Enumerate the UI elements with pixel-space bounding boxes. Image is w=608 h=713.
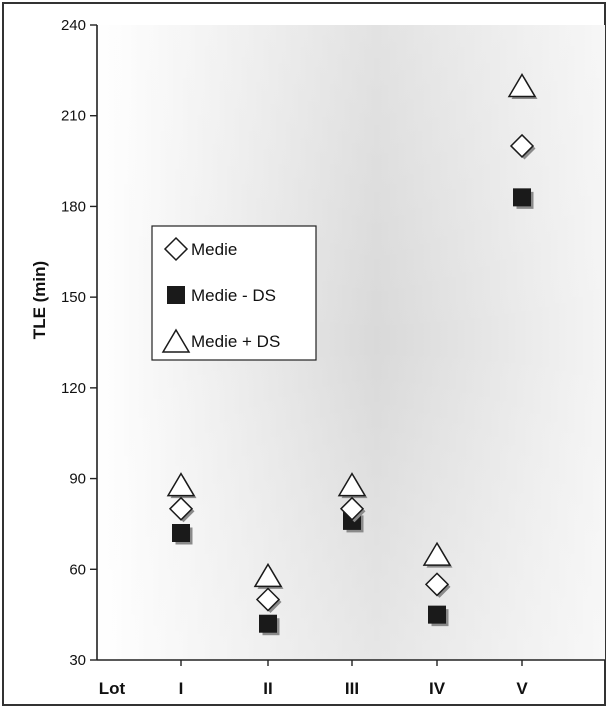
y-tick-label: 30 (69, 652, 86, 669)
marker-square (172, 524, 190, 542)
data-point (172, 524, 193, 545)
marker-diamond (163, 236, 189, 262)
data-point (513, 188, 534, 209)
marker-diamond (509, 133, 535, 159)
legend-label: Medie - DS (191, 286, 276, 305)
x-axis-label: Lot (99, 679, 126, 698)
plot-area (97, 25, 605, 660)
data-point (428, 605, 449, 627)
x-tick-label: IV (429, 679, 446, 698)
marker-square (259, 614, 277, 633)
marker-triangle (507, 73, 537, 98)
data-point (507, 73, 538, 99)
x-tick-label: I (179, 679, 184, 698)
legend-item: Medie + DS (161, 328, 280, 353)
data-point (422, 541, 453, 568)
marker-diamond (424, 572, 450, 597)
marker-diamond (255, 587, 281, 612)
marker-diamond (168, 496, 194, 521)
data-point (337, 472, 368, 499)
marker-diamond (339, 496, 365, 521)
data-point (166, 472, 197, 499)
marker-square (513, 188, 531, 207)
legend-label: Medie + DS (191, 332, 280, 351)
x-tick-label: II (263, 679, 272, 698)
y-axis: 30 60 90 120 150 180 210 240 (61, 17, 98, 669)
y-tick-label: 60 (69, 561, 86, 578)
data-point (255, 587, 282, 614)
data-point (168, 496, 195, 523)
data-marks (166, 73, 538, 636)
legend: Medie Medie - DS Medie + DS (151, 225, 317, 361)
y-tick-label: 240 (61, 17, 86, 34)
x-tick-label: V (516, 679, 528, 698)
marker-triangle (161, 328, 191, 353)
legend-item: Medie (163, 236, 237, 262)
data-point (509, 133, 536, 160)
legend-marker (163, 236, 189, 262)
series-medie-ds (166, 73, 538, 589)
data-point (424, 572, 451, 598)
marker-triangle (166, 472, 196, 497)
legend-marker (161, 328, 191, 353)
marker-square (428, 605, 446, 624)
data-point (339, 496, 366, 523)
y-tick-label: 180 (61, 198, 86, 215)
y-axis-label: TLE (min) (30, 261, 49, 339)
marker-triangle (337, 472, 367, 497)
marker-triangle (253, 562, 283, 588)
legend-label: Medie (191, 240, 237, 259)
legend-marker (167, 286, 185, 304)
y-tick-label: 90 (69, 471, 86, 488)
y-tick-label: 150 (61, 289, 86, 306)
marker-triangle (422, 541, 452, 566)
data-point (259, 614, 280, 636)
x-tick-label: III (345, 679, 359, 698)
data-point (253, 562, 284, 589)
y-tick-label: 210 (61, 108, 86, 125)
x-axis: I II III IV V (97, 659, 605, 698)
marker-square (167, 286, 185, 304)
series-medie (168, 133, 536, 614)
y-tick-label: 120 (61, 380, 86, 397)
legend-item: Medie - DS (167, 286, 276, 305)
